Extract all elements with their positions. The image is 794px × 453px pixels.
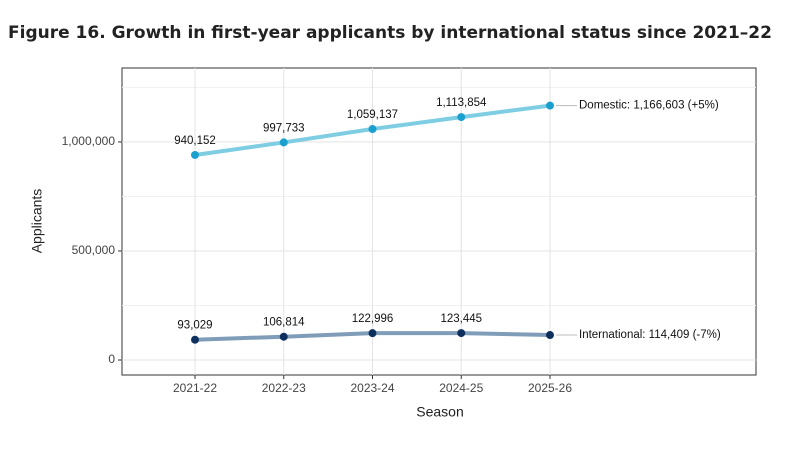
point [191, 150, 199, 159]
data-label: 123,445 [440, 313, 482, 325]
chart-title: Figure 16. Growth in first-year applican… [8, 23, 772, 43]
point [191, 335, 199, 344]
data-label: 106,814 [263, 317, 305, 329]
x-tick-label: 2025-26 [528, 381, 572, 395]
data-label: 122,996 [352, 313, 394, 325]
x-tick-label: 2023-24 [350, 381, 394, 395]
point [457, 113, 466, 122]
y-axis-title: Applicants [29, 189, 45, 254]
end-label: Domestic: 1,166,603 (+5%) [579, 100, 719, 112]
point [279, 138, 288, 147]
point [279, 332, 288, 341]
x-tick-label: 2022-23 [262, 381, 306, 395]
data-label: 940,152 [174, 135, 216, 147]
x-axis-title: Season [416, 404, 463, 420]
data-label: 997,733 [263, 122, 305, 134]
point [546, 101, 554, 110]
y-tick-label: 0 [108, 352, 115, 366]
data-label: 1,113,854 [436, 97, 487, 109]
x-tick-label: 2024-25 [439, 381, 483, 395]
end-label: International: 114,409 (-7%) [579, 329, 721, 341]
data-label: 93,029 [177, 320, 212, 332]
data-label: 1,059,137 [347, 109, 398, 121]
y-tick-label: 1,000,000 [62, 134, 116, 148]
point [368, 329, 377, 338]
point [546, 331, 554, 340]
x-tick-label: 2021-22 [173, 381, 217, 395]
point [368, 125, 377, 134]
point [457, 329, 466, 338]
y-tick-label: 500,000 [72, 243, 116, 257]
